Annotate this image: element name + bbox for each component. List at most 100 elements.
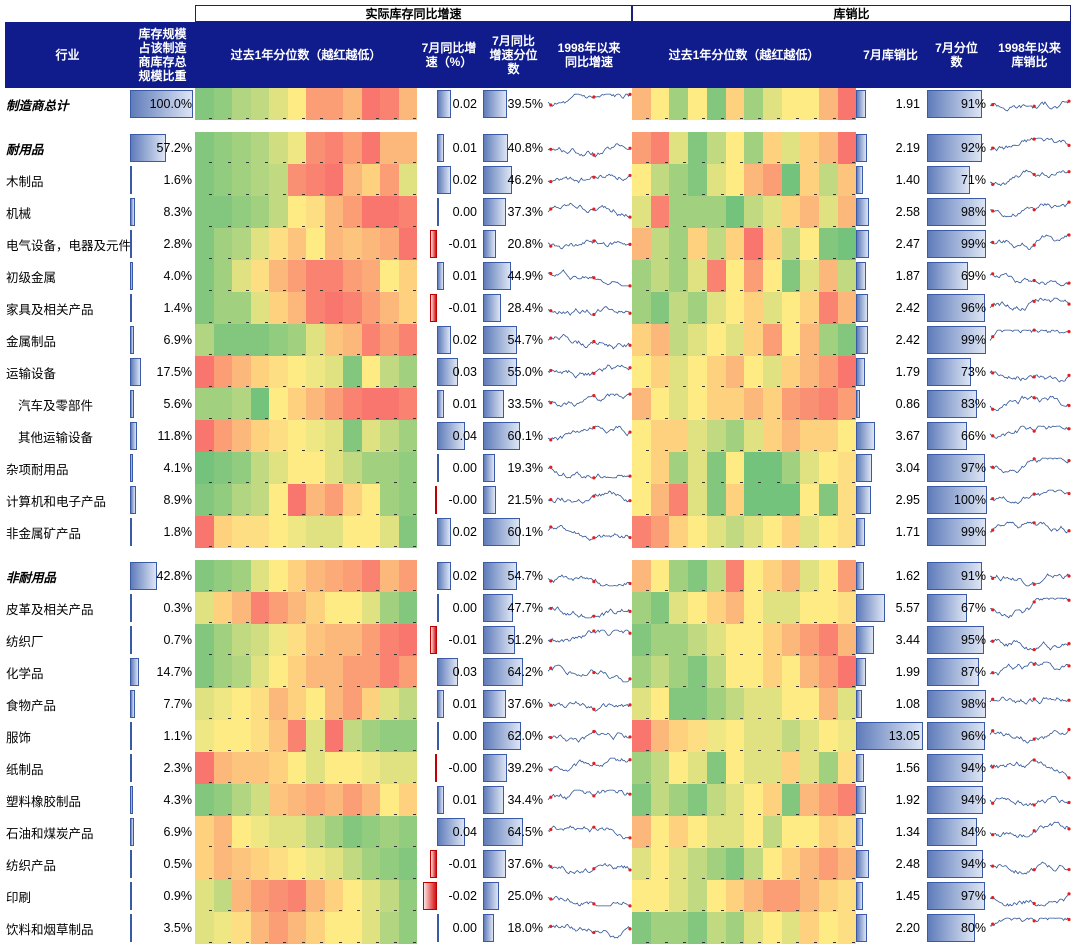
sparkline-marker [991,465,995,469]
heat-tick [795,386,799,387]
heat-cell [781,324,801,356]
heat-tick [776,162,780,163]
heat-tick [246,814,249,815]
yoy-percentile-cell: 64.5% [481,816,546,848]
heat-tick [683,814,687,815]
heat-tick [283,322,286,323]
ratio-heatmap [632,688,857,720]
heat-cell [306,688,325,720]
heat-cell [232,420,251,452]
sparkline-marker [991,182,995,186]
heat-cell [819,720,838,752]
sparkline-path [547,629,631,643]
yoy-cell: 0.01 [417,388,481,420]
heat-cell [725,324,745,356]
heat-tick [357,718,360,719]
sparkline-marker [628,173,632,178]
sparkline-marker [628,311,632,315]
weight-value: 1.4% [163,301,193,315]
heat-tick [702,718,706,719]
heat-cell [398,516,418,548]
heat-cell [650,88,670,120]
heat-tick [264,162,268,163]
yoy-percentile-bar [483,134,509,162]
heat-cell [650,688,670,720]
sparkline-marker [1067,99,1071,103]
ratio-percentile-cell: 97% [925,880,988,912]
weight-cell: 1.8% [130,516,195,548]
heat-cell [232,624,251,656]
heat-cell [669,452,689,484]
weight-cell: 0.3% [130,592,195,624]
heat-tick [795,322,799,323]
heat-tick [795,514,799,515]
heat-tick [776,386,780,387]
heat-tick [851,910,855,911]
yoy-bar [437,422,465,450]
ratio-cell: 1.99 [856,656,925,688]
industry-name: 塑料橡胶制品 [6,794,82,809]
heat-cell [250,848,270,880]
sparkline-marker [628,366,632,370]
heat-tick [758,654,762,655]
heat-cell [800,784,820,816]
weight-value: 4.1% [163,461,193,475]
ratio-heatmap [632,260,857,292]
heat-cell [706,420,726,452]
heat-cell [762,132,782,164]
heat-tick [227,386,231,387]
heat-tick [375,622,379,623]
heat-tick [814,322,818,323]
heat-cell [819,196,838,228]
sparkline-marker [1032,137,1036,141]
heat-cell [361,816,381,848]
heat-cell [650,880,670,912]
heat-tick [283,750,286,751]
heat-tick [833,546,836,547]
heat-cell [269,624,288,656]
heat-cell [232,132,251,164]
ratio-bar [856,294,869,322]
heat-tick [264,482,268,483]
ratio-history-sparkline [989,297,1071,312]
heat-cell [781,356,801,388]
heat-tick [758,386,762,387]
heat-cell [632,624,651,656]
sparkline-marker [592,371,596,376]
heat-cell [306,452,325,484]
heat-cell [380,324,399,356]
sparkline-marker [1032,648,1036,652]
heat-cell [725,720,745,752]
industry-name: 汽车及零部件 [18,398,94,413]
heat-cell [380,848,399,880]
sparkline-marker [549,497,553,502]
industry-name: 计算机和电子产品 [6,494,107,509]
heat-cell [213,88,233,120]
yoy-percentile-value: 46.2% [507,173,543,187]
heat-cell [324,196,344,228]
heat-cell [343,132,362,164]
weight-cell: 17.5% [130,356,195,388]
heat-tick [683,354,687,355]
heat-cell [232,560,251,592]
heat-tick [739,814,743,815]
heat-cell [837,88,857,120]
heat-tick [683,482,687,483]
heat-tick [375,118,379,119]
heat-tick [246,118,249,119]
weight-value: 0.5% [163,857,193,871]
heat-cell [343,688,362,720]
heat-cell [343,484,362,516]
heat-cell [380,388,399,420]
ratio-value: 2.47 [895,237,920,251]
heat-tick [646,942,649,943]
heat-cell [744,228,763,260]
sparkline-marker [991,864,995,868]
yoy-bar [437,390,444,418]
yoy-value: -0.01 [448,633,478,647]
heat-cell [287,516,307,548]
industry-name: 非耐用品 [6,570,57,585]
sparkline-marker [1067,827,1071,831]
heat-cell [269,784,288,816]
heat-cell [819,420,838,452]
